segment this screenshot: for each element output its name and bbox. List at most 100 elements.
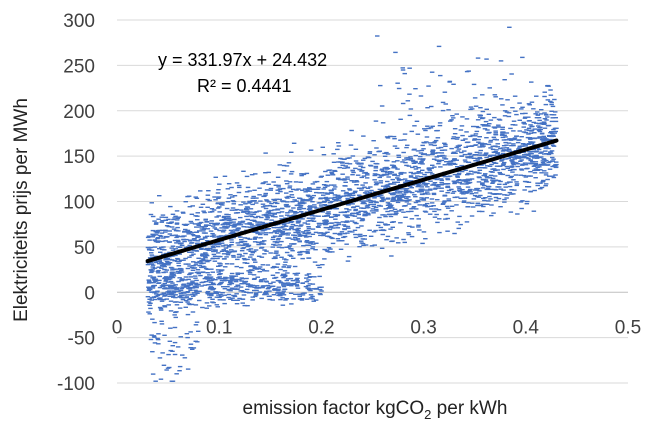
- scatter-point: [433, 187, 438, 189]
- scatter-point: [193, 277, 198, 279]
- scatter-point: [459, 183, 465, 185]
- scatter-point: [224, 207, 230, 210]
- scatter-point: [205, 278, 210, 280]
- scatter-point: [353, 208, 358, 211]
- scatter-point: [368, 165, 374, 167]
- scatter-point: [397, 196, 402, 199]
- scatter-point: [487, 195, 492, 198]
- scatter-point: [194, 321, 200, 323]
- scatter-point: [232, 225, 237, 227]
- scatter-point: [225, 226, 230, 228]
- scatter-point: [174, 272, 179, 274]
- scatter-point: [431, 142, 437, 144]
- scatter-point: [212, 196, 217, 198]
- y-tick-label: 100: [63, 193, 95, 214]
- scatter-point: [231, 232, 237, 234]
- scatter-point: [280, 207, 285, 210]
- scatter-point: [153, 298, 158, 301]
- scatter-point: [182, 357, 188, 359]
- scatter-point: [236, 227, 241, 229]
- scatter-point: [245, 283, 251, 285]
- scatter-point: [251, 258, 256, 260]
- scatter-point: [452, 128, 458, 130]
- scatter-point: [199, 226, 205, 228]
- scatter-point: [490, 148, 496, 151]
- scatter-point: [260, 285, 266, 287]
- scatter-point: [252, 220, 258, 222]
- scatter-point: [371, 203, 376, 206]
- scatter-point: [332, 224, 338, 226]
- scatter-point: [199, 285, 204, 287]
- scatter-point: [241, 201, 246, 203]
- scatter-point: [287, 185, 293, 187]
- scatter-point: [297, 208, 302, 211]
- scatter-point: [358, 233, 363, 236]
- scatter-point: [278, 298, 283, 301]
- scatter-point: [159, 320, 164, 322]
- scatter-point: [186, 231, 191, 233]
- scatter-point: [342, 228, 347, 231]
- scatter-point: [422, 173, 427, 176]
- scatter-point: [311, 288, 317, 290]
- scatter-point: [377, 176, 382, 179]
- scatter-point: [164, 284, 169, 287]
- scatter-point: [162, 249, 167, 251]
- scatter-point: [157, 306, 163, 309]
- scatter-point: [476, 138, 481, 141]
- scatter-point: [160, 352, 165, 354]
- scatter-point: [500, 173, 506, 176]
- scatter-point: [271, 236, 276, 238]
- scatter-point: [377, 221, 382, 223]
- scatter-point: [474, 125, 480, 128]
- scatter-point: [394, 237, 399, 239]
- scatter-point: [174, 236, 179, 239]
- scatter-point: [443, 103, 448, 105]
- scatter-point: [355, 205, 360, 207]
- scatter-point: [198, 190, 203, 192]
- scatter-point: [318, 293, 323, 296]
- scatter-point: [280, 292, 285, 295]
- scatter-point: [279, 240, 284, 243]
- scatter-point: [156, 240, 161, 242]
- scatter-point: [445, 217, 450, 220]
- scatter-point: [379, 247, 385, 249]
- scatter-point: [167, 222, 173, 224]
- scatter-point: [164, 287, 170, 290]
- scatter-point: [156, 333, 161, 335]
- scatter-point: [359, 225, 364, 227]
- scatter-point: [169, 267, 175, 269]
- scatter-point: [449, 210, 454, 212]
- y-tick-label: 200: [63, 102, 95, 123]
- scatter-point: [456, 173, 462, 176]
- scatter-point: [396, 210, 402, 212]
- scatter-point: [252, 189, 257, 191]
- scatter-point: [252, 237, 258, 239]
- scatter-point: [178, 289, 184, 291]
- scatter-point: [456, 172, 462, 175]
- scatter-point: [332, 184, 337, 186]
- scatter-point: [167, 290, 172, 292]
- scatter-point: [403, 161, 408, 164]
- scatter-point: [156, 272, 161, 274]
- scatter-point: [150, 264, 156, 266]
- scatter-point: [457, 190, 463, 192]
- scatter-point: [446, 189, 452, 192]
- scatter-point: [343, 193, 349, 195]
- scatter-point: [157, 259, 163, 261]
- scatter-point: [410, 166, 415, 169]
- scatter-point: [264, 189, 270, 191]
- scatter-point: [472, 171, 477, 173]
- scatter-point: [284, 251, 290, 254]
- scatter-point: [277, 244, 283, 246]
- scatter-point: [264, 281, 269, 283]
- scatter-point: [179, 279, 184, 282]
- scatter-point: [517, 102, 522, 104]
- scatter-point: [532, 165, 538, 167]
- scatter-point: [518, 201, 524, 203]
- scatter-point: [431, 149, 436, 152]
- scatter-point: [188, 284, 194, 286]
- scatter-point: [352, 215, 358, 217]
- scatter-point: [221, 229, 227, 231]
- scatter-point: [189, 254, 194, 257]
- scatter-point: [256, 224, 261, 227]
